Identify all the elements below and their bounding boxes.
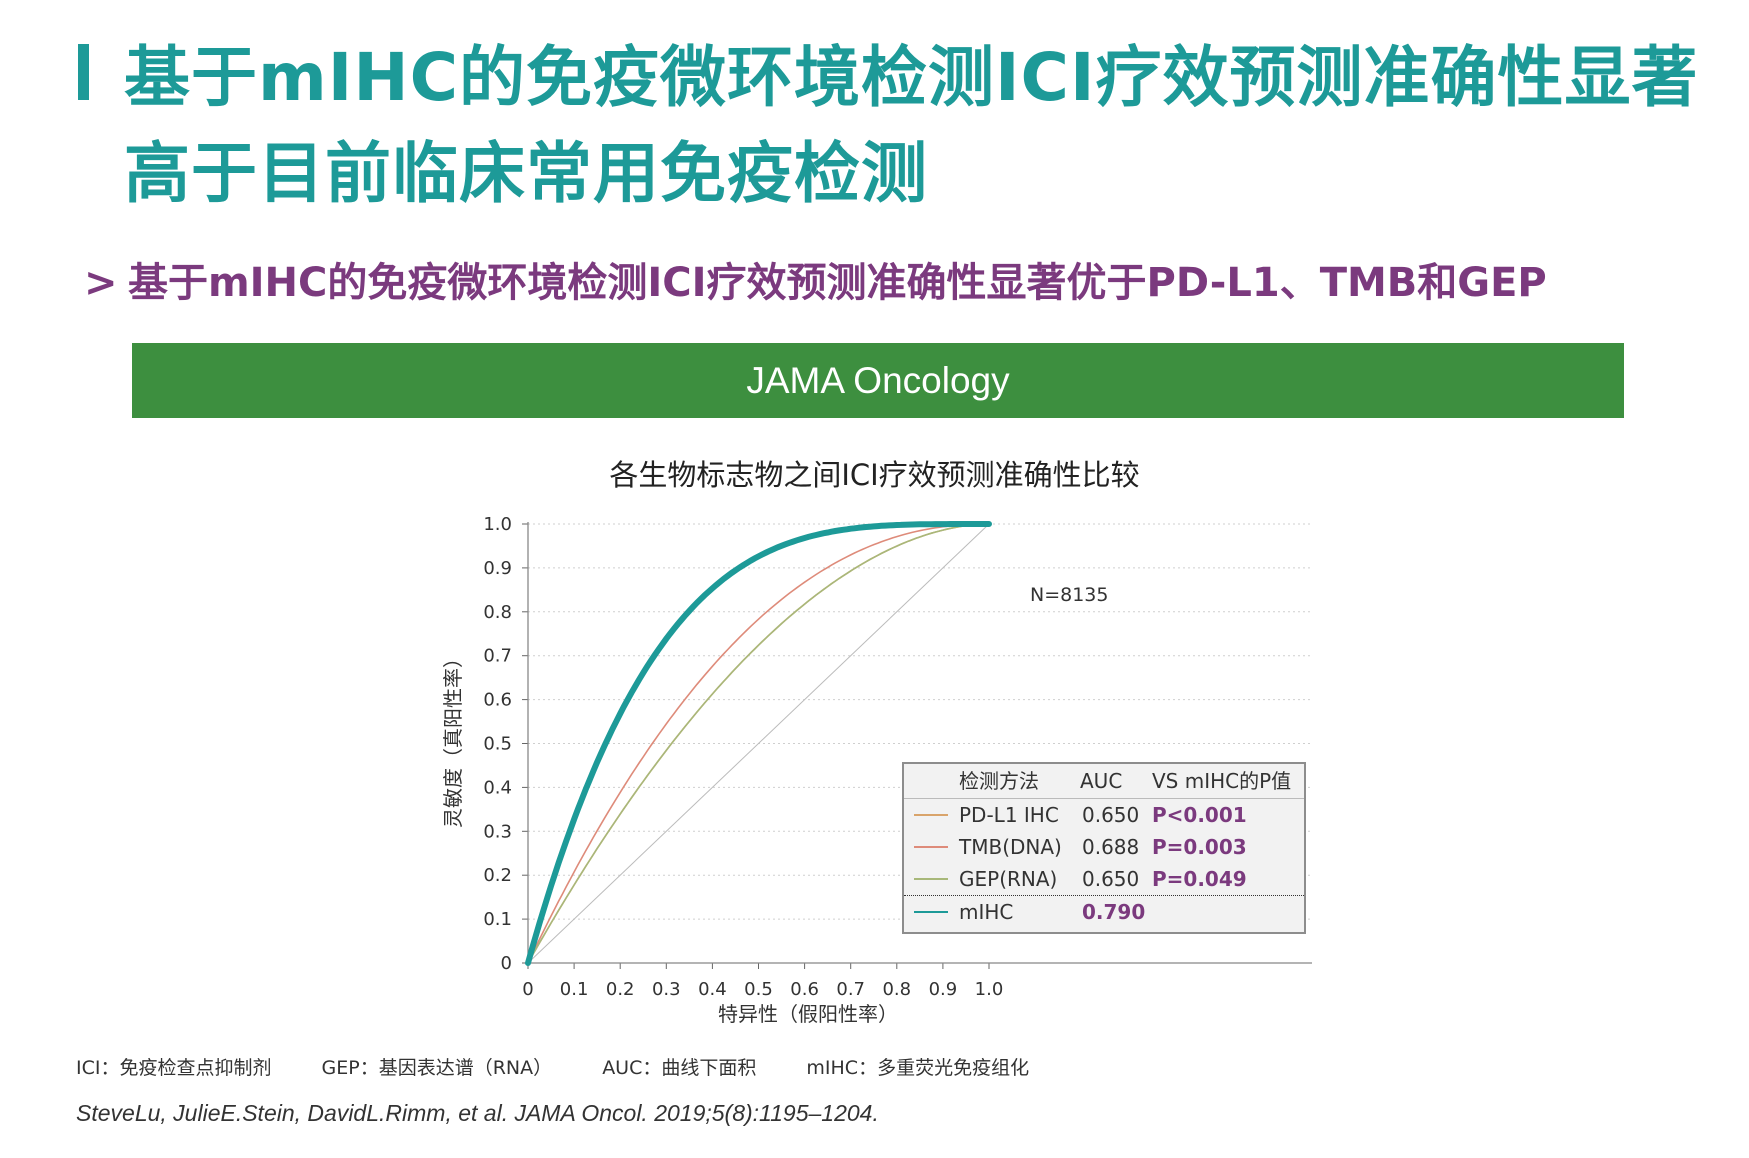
footnotes: ICI：免疫检查点抑制剂 GEP：基因表达谱（RNA） AUC：曲线下面积 mI…: [76, 1053, 1073, 1080]
y-tick-label: 0.7: [483, 646, 512, 667]
x-tick-label: 0.9: [929, 979, 958, 1000]
title-accent-bar: [78, 44, 89, 100]
y-tick-label: 0.4: [483, 777, 512, 798]
footnote-gep: GEP：基因表达谱（RNA）: [321, 1057, 553, 1079]
x-tick-label: 1.0: [975, 979, 1004, 1000]
y-tick-label: 0.2: [483, 865, 512, 886]
legend-name: GEP(RNA): [959, 867, 1058, 891]
legend-auc: 0.650: [1082, 803, 1140, 827]
legend-row-mihc: mIHC 0.790: [904, 895, 1304, 930]
y-tick-label: 0.9: [483, 558, 512, 579]
legend-row-pdl1: PD-L1 IHC 0.650 P<0.001: [904, 799, 1304, 831]
roc-curve-3: [525, 521, 992, 966]
legend-name: PD-L1 IHC: [959, 803, 1059, 827]
y-axis-label: 灵敏度（真阳性率）: [441, 648, 465, 828]
x-tick-label: 0.2: [606, 979, 635, 1000]
footnote-mihc: mIHC：多重荧光免疫组化: [806, 1057, 1030, 1079]
chart-title: 各生物标志物之间ICI疗效预测准确性比较: [609, 458, 1140, 492]
legend-swatch-tmb: [914, 846, 948, 848]
legend-auc: 0.688: [1082, 835, 1140, 859]
reference-diagonal: [527, 523, 990, 964]
legend-auc: 0.790: [1082, 900, 1146, 924]
chevron-right-icon: >: [84, 260, 118, 306]
roc-curve-2: [527, 523, 990, 964]
legend-p-value: P<0.001: [1152, 803, 1247, 827]
legend-auc: 0.650: [1082, 867, 1140, 891]
legend-header-p: VS mIHC的P值: [1152, 769, 1292, 793]
x-tick-label: 0.5: [744, 979, 773, 1000]
x-tick-label: 0.6: [790, 979, 819, 1000]
legend-p-value: P=0.049: [1152, 867, 1247, 891]
x-axis-label: 特异性（假阳性率）: [718, 1002, 898, 1026]
subtitle: > 基于mIHC的免疫微环境检测ICI疗效预测准确性显著优于PD-L1、TMB和G…: [84, 250, 1547, 308]
legend-header: 检测方法 AUC VS mIHC的P值: [904, 764, 1304, 799]
legend-header-auc: AUC: [1080, 769, 1123, 793]
y-tick-label: 0.6: [483, 690, 512, 711]
x-tick-label: 0: [522, 979, 533, 1000]
x-tick-label: 0.3: [652, 979, 681, 1000]
legend-swatch-mihc: [914, 911, 948, 913]
legend-swatch-pdl1: [914, 814, 948, 816]
legend-table: 检测方法 AUC VS mIHC的P值 PD-L1 IHC 0.650 P<0.…: [902, 762, 1306, 934]
legend-header-method: 检测方法: [959, 769, 1039, 793]
page-title: 基于mIHC的免疫微环境检测ICI疗效预测准确性显著 高于目前临床常用免疫检测: [124, 39, 1699, 212]
footnote-auc: AUC：曲线下面积: [602, 1057, 757, 1079]
legend-row-gep: GEP(RNA) 0.650 P=0.049: [904, 863, 1304, 895]
subtitle-text: 基于mIHC的免疫微环境检测ICI疗效预测准确性显著优于PD-L1、TMB和GE…: [128, 260, 1547, 306]
y-tick-label: 0.3: [483, 821, 512, 842]
journal-banner: JAMA Oncology: [132, 343, 1624, 418]
x-tick-label: 0.8: [882, 979, 911, 1000]
legend-p-value: P=0.003: [1152, 835, 1247, 859]
y-tick-label: 0.5: [483, 734, 512, 755]
y-tick-label: 0: [501, 953, 512, 974]
x-tick-label: 0.4: [698, 979, 727, 1000]
legend-name: mIHC: [959, 900, 1014, 924]
legend-swatch-gep: [914, 878, 948, 880]
y-tick-label: 0.1: [483, 909, 512, 930]
x-tick-label: 0.1: [560, 979, 589, 1000]
x-tick-label: 0.7: [836, 979, 865, 1000]
sample-size-annotation: N=8135: [1030, 584, 1109, 606]
legend-row-tmb: TMB(DNA) 0.688 P=0.003: [904, 831, 1304, 863]
roc-curve-1: [527, 523, 990, 964]
footnote-ici: ICI：免疫检查点抑制剂: [76, 1057, 272, 1079]
y-tick-label: 0.8: [483, 602, 512, 623]
legend-name: TMB(DNA): [959, 835, 1062, 859]
citation: SteveLu, JulieE.Stein, DavidL.Rimm, et a…: [76, 1100, 879, 1126]
y-tick-label: 1.0: [483, 514, 512, 535]
